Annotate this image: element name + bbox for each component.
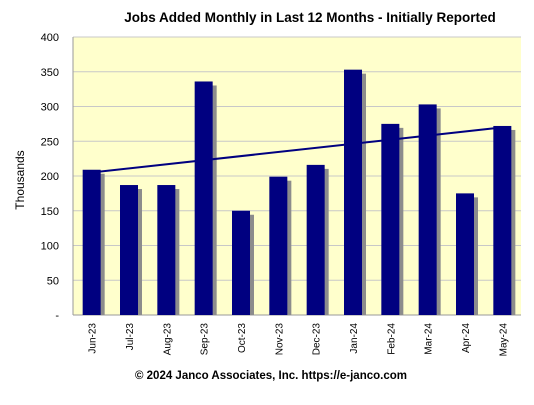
bar-jul-23 [120,185,138,315]
x-tick-label: Mar-24 [424,323,435,355]
bar-feb-24 [381,123,400,315]
y-tick-label: 50 [47,275,59,287]
y-tick-label: 300 [41,102,59,114]
bar-mar-24 [418,104,437,315]
y-tick-label: 350 [41,67,59,79]
copyright-footer: © 2024 Janco Associates, Inc. https://e-… [135,370,407,382]
y-tick-label: 400 [41,32,59,44]
y-tick-label: 100 [41,241,59,253]
y-tick-label: 250 [41,136,59,148]
chart-title: Jobs Added Monthly in Last 12 Months - I… [124,10,496,25]
x-tick-label: Oct-23 [237,323,248,353]
bars [82,69,512,316]
gridlines [73,36,521,281]
bar-oct-23 [232,210,250,315]
x-tick-label: Aug-23 [162,323,173,356]
trend-line [91,126,503,174]
bar-jun-23 [82,169,101,315]
x-tick-label: Jan-24 [349,323,360,354]
x-tick-label: Feb-24 [386,323,397,355]
bar-dec-23 [306,164,325,315]
y-axis-label: Thousands [13,150,27,209]
y-tick-label: - [55,310,59,322]
y-axis-ticks: - 50 100 150 200 250 300 350 400 [41,32,60,322]
bar-may-24 [493,125,512,316]
bar-sep-23 [194,81,213,315]
x-tick-label: Sep-23 [200,323,211,356]
x-tick-label: Apr-24 [461,323,472,353]
plot-frame [72,37,521,316]
bar-jan-24 [344,69,362,315]
bar-aug-23 [157,185,176,315]
x-axis-ticks: Jun-23 Jul-23 Aug-23 Sep-23 Oct-23 Nov-23 Dec-… [88,323,510,357]
x-tick-label: Dec-23 [312,323,323,356]
x-tick-label: May-24 [498,323,509,357]
x-tick-label: Jun-23 [88,323,99,354]
bar-nov-23 [269,176,288,315]
y-tick-label: 150 [41,206,59,218]
bar-apr-24 [456,193,474,315]
y-tick-label: 200 [41,171,59,183]
x-tick-label: Jul-23 [125,323,136,351]
x-tick-label: Nov-23 [274,323,285,356]
